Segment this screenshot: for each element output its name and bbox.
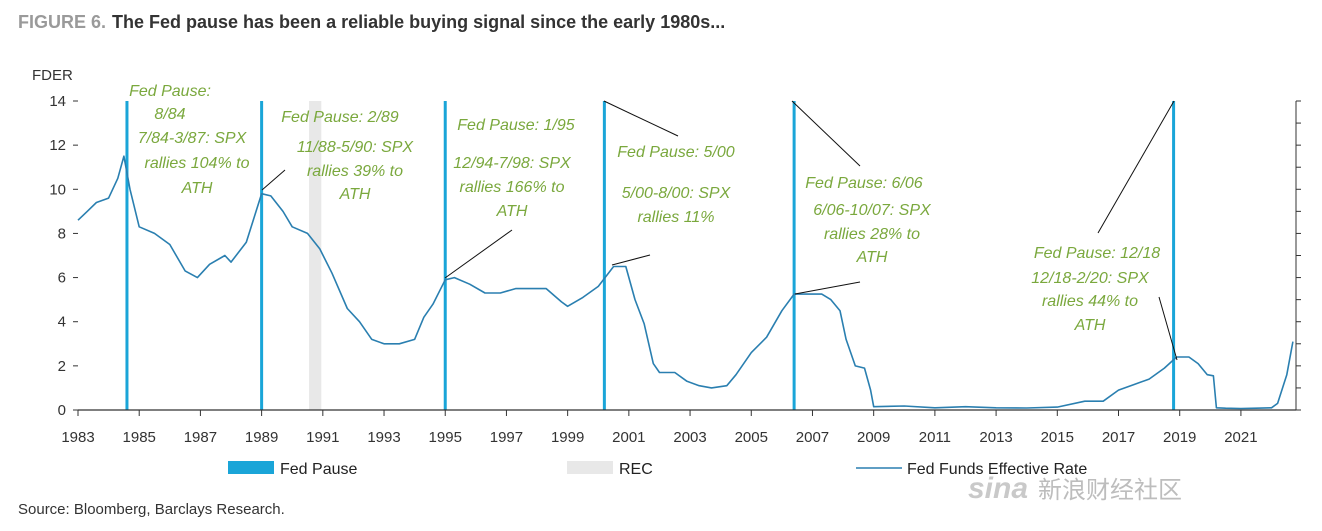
watermark: sina 新浪财经社区	[968, 470, 1182, 506]
fed-pause-lines	[125, 101, 1176, 410]
x-tick-label: 1989	[245, 429, 278, 446]
x-tick-label: 2009	[857, 429, 890, 446]
annotation-text: rallies 104% to	[145, 155, 250, 172]
annotation-text: 12/18-2/20: SPX	[1031, 270, 1150, 287]
annotation-text: 5/00-8/00: SPX	[622, 185, 732, 202]
figure-title: FIGURE 6. The Fed pause has been a reliab…	[18, 12, 725, 33]
y-axis-label: FDER	[32, 67, 73, 84]
y-tick-label: 2	[58, 358, 66, 375]
x-tick-label: 1995	[429, 429, 462, 446]
annotation-text: ATH	[181, 180, 213, 197]
x-tick-label: 1985	[123, 429, 156, 446]
x-tick-label: 2003	[673, 429, 706, 446]
x-tick-label: 1983	[61, 429, 94, 446]
annotation-text: Fed Pause: 5/00	[617, 144, 735, 161]
leader-line	[611, 254, 651, 266]
annotation-text: Fed Pause: 12/18	[1034, 245, 1160, 262]
x-tick-label: 1997	[490, 429, 523, 446]
x-tick-label: 2007	[796, 429, 829, 446]
annotation-text: 8/84	[154, 106, 185, 123]
x-tick-label: 2001	[612, 429, 645, 446]
annotations: Fed Pause: 8/84 7/84-3/87: SPX rallies 104%…	[129, 83, 1160, 334]
leader-line	[444, 229, 513, 279]
y-tick-label: 6	[58, 270, 66, 287]
x-tick-label: 2015	[1041, 429, 1074, 446]
annotation-text: Fed Pause:	[129, 83, 211, 100]
legend-label-rate: Fed Funds Effective Rate	[907, 461, 1087, 478]
leader-line	[1158, 296, 1178, 361]
recession-band	[309, 101, 322, 410]
annotation-text: rallies 28% to	[824, 226, 920, 243]
annotation-text: rallies 11%	[637, 209, 714, 226]
x-tick-label: 2019	[1163, 429, 1196, 446]
annotation-text: rallies 166% to	[460, 179, 565, 196]
y-tick-label: 8	[58, 225, 66, 242]
watermark-text: 新浪财经社区	[1038, 477, 1183, 504]
watermark-brand: sina	[968, 472, 1029, 505]
x-tick-label: 2021	[1224, 429, 1257, 446]
figure-title-text: The Fed pause has been a reliable buying…	[112, 12, 726, 32]
y-tick-label: 14	[49, 93, 66, 110]
x-tick-label: 2017	[1102, 429, 1135, 446]
chart-axes: 0 2 4 6 8 10 12 14 1983 1985 1987 1989 1991 1993 1995 1…	[49, 93, 1301, 446]
annotation-text: 12/94-7/98: SPX	[453, 155, 572, 172]
annotation-text: 11/88-5/90: SPX	[297, 139, 415, 156]
annotation-text: Fed Pause: 6/06	[805, 175, 923, 192]
x-tick-label: 1993	[367, 429, 400, 446]
leader-line	[1097, 100, 1175, 234]
rate-series	[77, 155, 1294, 410]
x-tick-label: 1991	[306, 429, 339, 446]
x-tick-label: 2011	[919, 429, 951, 446]
annotation-text: ATH	[856, 249, 888, 266]
legend-label-fed-pause: Fed Pause	[280, 461, 357, 478]
annotation-text: 6/06-10/07: SPX	[813, 202, 932, 219]
legend-label-rec: REC	[619, 461, 653, 478]
x-tick-label: 2005	[735, 429, 768, 446]
source-note: Source: Bloomberg, Barclays Research.	[18, 501, 285, 518]
leader-line	[794, 281, 861, 295]
annotation-leaders	[261, 100, 1178, 361]
annotation-text: ATH	[339, 186, 371, 203]
legend-swatch-fed-pause	[228, 461, 274, 474]
leader-line	[261, 169, 286, 191]
x-tick-label: 2013	[979, 429, 1012, 446]
figure-label: FIGURE 6.	[18, 12, 107, 32]
annotation-text: Fed Pause: 1/95	[457, 117, 575, 134]
recession-bands	[309, 101, 322, 410]
y-tick-label: 4	[58, 314, 66, 331]
y-tick-label: 10	[49, 181, 66, 198]
rate-line	[77, 155, 1294, 410]
annotation-text: rallies 44% to	[1042, 293, 1138, 310]
leader-line	[603, 100, 679, 137]
annotation-text: Fed Pause: 2/89	[281, 109, 399, 126]
annotation-text: rallies 39% to	[307, 163, 403, 180]
x-tick-label: 1987	[184, 429, 217, 446]
leader-line	[791, 100, 861, 167]
x-tick-label: 1999	[551, 429, 584, 446]
y-tick-label: 12	[49, 137, 66, 154]
legend: Fed Pause REC Fed Funds Effective Rate	[228, 461, 1087, 478]
legend-swatch-rec	[567, 461, 613, 474]
y-tick-label: 0	[58, 402, 66, 419]
annotation-text: 7/84-3/87: SPX	[138, 130, 248, 147]
annotation-text: ATH	[1074, 317, 1106, 334]
annotation-text: ATH	[496, 203, 528, 220]
